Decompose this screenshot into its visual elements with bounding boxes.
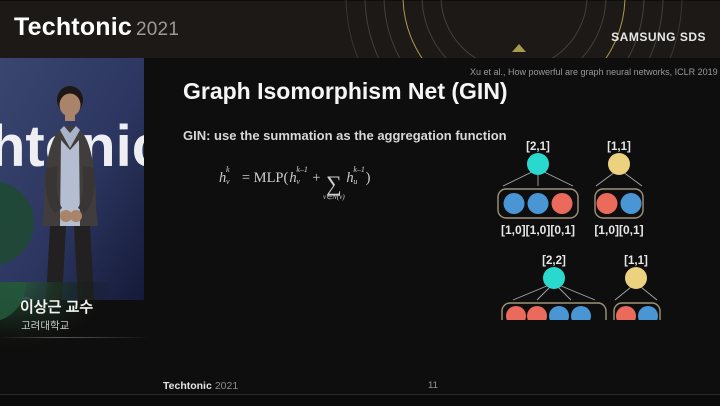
svg-text:[1,1]: [1,1] [607,141,631,153]
svg-text:[1,1]: [1,1] [624,255,648,267]
svg-text:[2,2]: [2,2] [542,255,566,267]
svg-text:[2,1]: [2,1] [526,141,550,153]
svg-text:[1,0][0,1]: [1,0][0,1] [594,223,643,237]
svg-text:[1,0][1,0][0,1]: [1,0][1,0][0,1] [501,223,575,237]
